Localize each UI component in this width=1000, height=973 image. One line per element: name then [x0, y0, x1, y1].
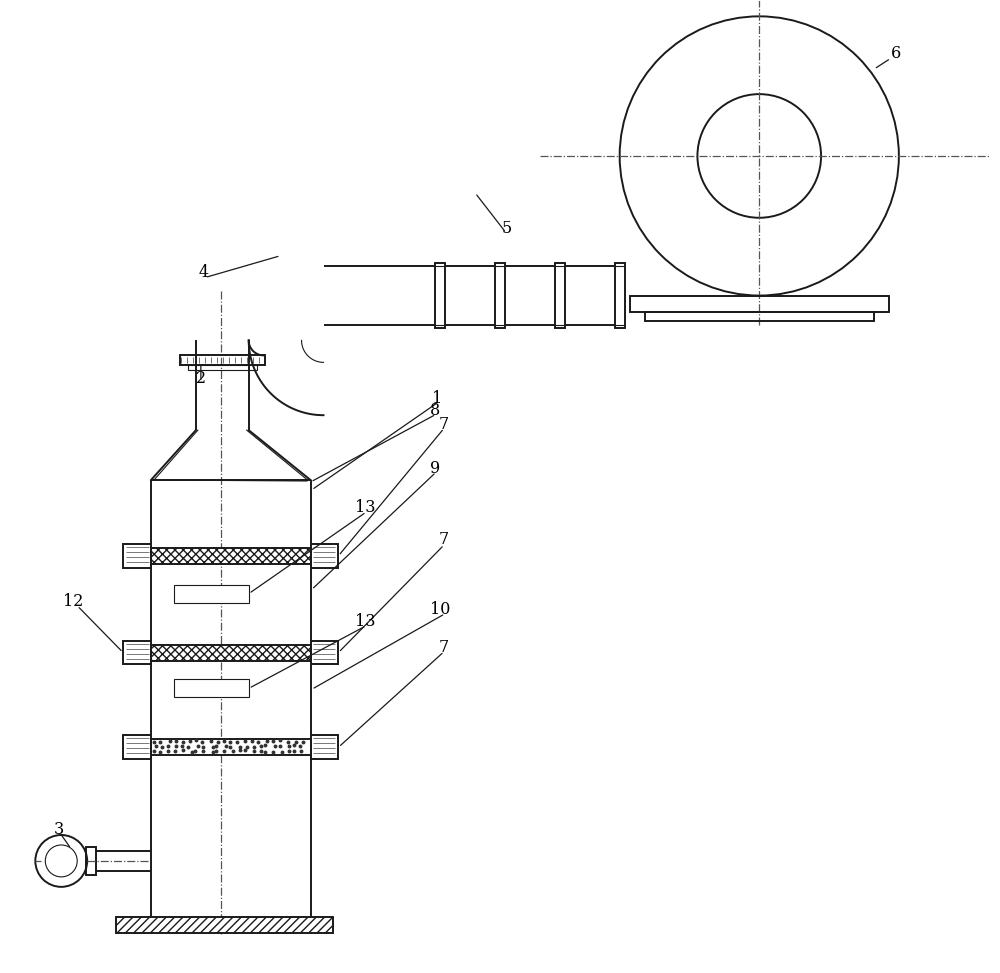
Bar [151, 548, 311, 563]
Text: 13: 13 [355, 613, 376, 631]
Bar [555, 263, 565, 329]
Bar [615, 263, 625, 329]
Text: 13: 13 [355, 499, 376, 517]
Bar [123, 640, 151, 665]
Circle shape [620, 17, 899, 296]
Text: 2: 2 [196, 370, 206, 387]
Text: 7: 7 [438, 531, 448, 549]
Text: 9: 9 [430, 459, 440, 477]
Bar [630, 296, 889, 311]
Text: 12: 12 [63, 594, 84, 610]
Text: 3: 3 [53, 820, 64, 838]
Bar [311, 640, 338, 665]
Text: 4: 4 [199, 264, 209, 281]
Text: 8: 8 [430, 402, 440, 418]
Bar [435, 263, 445, 329]
Bar [123, 544, 151, 568]
Bar [180, 355, 265, 365]
Bar [123, 736, 151, 759]
Bar [174, 679, 249, 698]
Bar [645, 311, 874, 321]
Text: 5: 5 [502, 220, 512, 237]
Bar [188, 365, 257, 371]
Bar [116, 917, 333, 933]
Text: 1: 1 [432, 390, 442, 407]
Bar [151, 644, 311, 661]
Bar [151, 739, 311, 755]
Bar [311, 736, 338, 759]
Bar [311, 544, 338, 568]
Bar [495, 263, 505, 329]
Bar [174, 585, 249, 602]
Text: 7: 7 [438, 415, 448, 433]
Text: 10: 10 [430, 601, 451, 618]
Text: 7: 7 [438, 639, 448, 656]
Bar [86, 847, 96, 875]
Text: 6: 6 [891, 45, 901, 61]
